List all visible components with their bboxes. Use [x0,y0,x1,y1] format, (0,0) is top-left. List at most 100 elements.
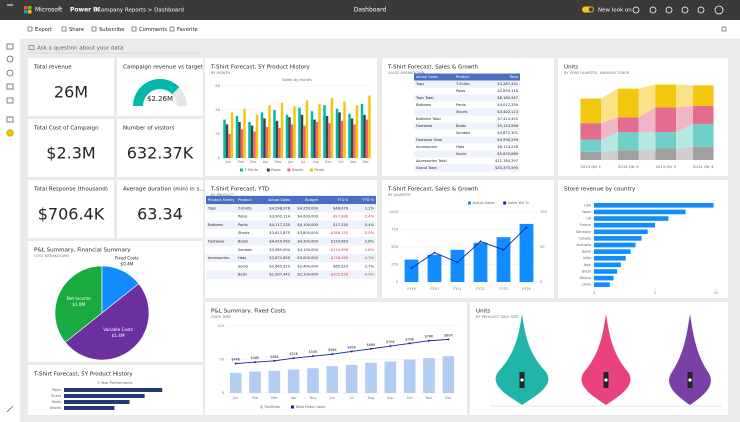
icon[interactable] [632,6,640,14]
y-tick-label: 50 [219,358,224,362]
bar [323,105,326,158]
toolbar-item[interactable]: Export [35,27,52,33]
cell: -$102,558 [330,273,349,277]
legend-label: Polos [271,168,280,172]
cell: Accessories [208,256,229,260]
bar [594,269,618,274]
category-label: France [580,223,591,227]
cell: $120,563 [331,240,348,244]
data-label: $52K [289,352,298,356]
y-tick-label: 60 [215,84,220,88]
icon[interactable] [681,6,689,14]
brand: Microsoft [35,7,63,14]
x-tick-label: Jan [225,160,231,164]
x-tick-label: 0 [593,291,595,295]
icon[interactable] [721,26,727,32]
slice-label: Variable Costs [103,327,133,332]
cell: $4,100,000 [297,248,318,252]
y-tick-label: 100 [540,210,548,214]
toolbar-item[interactable]: Favorite [177,27,198,33]
ribbon [676,105,693,133]
toolbar-item[interactable]: Subscribe [99,27,125,33]
bar [300,114,304,158]
column-header: Budget [305,198,319,202]
line-point [312,355,314,358]
slice-value: $0.4M [120,261,133,266]
bar [238,122,241,158]
legend-label: Total Fixed Costs [295,405,326,409]
bar [278,128,281,158]
x-tick-label: Feb [238,160,244,164]
nav-icon[interactable] [6,116,14,123]
bar [255,114,259,158]
bar [519,223,534,282]
cell: Tops Total [415,96,433,100]
avatar[interactable] [714,5,724,15]
ribbon [638,132,656,151]
logo-square [28,6,32,10]
product: Power BI [70,7,100,14]
icon[interactable] [697,6,705,14]
menu[interactable] [7,4,13,6]
nav-icon[interactable] [6,129,14,137]
bar [353,124,356,158]
ribbon-bar [655,132,677,149]
data-label: $55K [309,350,318,354]
row-band [414,164,520,172]
qa-icon [28,45,35,50]
x-tick-label: Dec [445,396,452,400]
bar [343,101,346,158]
cell: Hats [238,256,246,260]
y-tick-label: 0 [396,280,399,284]
cell: Accessories [416,145,437,149]
ribbon [601,117,618,140]
toggle-label[interactable]: New look on [598,8,632,14]
legend-swatch [503,201,507,205]
bar [293,106,296,158]
row-band [206,237,376,246]
cell: $3,611,875 [269,231,290,235]
bar [313,119,316,158]
nav-icon[interactable] [6,43,14,50]
legend-label: Actual Sales [473,201,495,205]
ribbon-bar [617,150,639,160]
logo-square [24,6,28,10]
cell: $4,117,230 [269,223,290,227]
bar [268,105,271,158]
nav-icon[interactable] [6,55,14,63]
cell: Polos [456,89,465,93]
x-tick-label: Oct [338,160,345,164]
x-tick-label: 5 [654,291,656,295]
nav-icon[interactable] [6,83,14,90]
breadcrumb[interactable]: Company Reports > Dashboard [97,8,184,14]
nav-icon[interactable] [6,97,14,104]
cell: $5,123,998 [497,124,518,128]
expand-icon[interactable] [6,405,14,413]
toolbar-item[interactable]: Share [69,27,84,33]
column-header: Product [238,198,252,202]
icon[interactable] [649,6,657,14]
icon[interactable] [665,6,673,14]
ribbon [638,84,656,118]
line-point [331,353,334,356]
x-tick-label: 2014 Qtr 2 [618,164,639,169]
row-band [206,204,376,213]
x-tick-label: Sep [387,396,393,400]
y-tick-label: 500 [391,245,399,249]
cell: Bottoms [416,103,431,107]
cell: -2.4% [364,215,375,219]
line-point [292,357,295,360]
cell: Shorts [456,110,468,114]
tile [28,58,114,116]
violin-median [604,378,608,382]
page-name[interactable]: Dashboard [354,7,387,14]
kpi-value: $2.3M [46,144,95,163]
bar [248,122,251,158]
nav-icon[interactable] [6,69,14,77]
data-label: $62K [347,345,356,349]
tile [117,119,203,177]
row-band [206,253,376,263]
x-tick-label: Jul [300,160,305,164]
toolbar-item[interactable]: Comments [139,27,167,33]
qa-box[interactable]: Ask a question about your data [37,46,123,52]
